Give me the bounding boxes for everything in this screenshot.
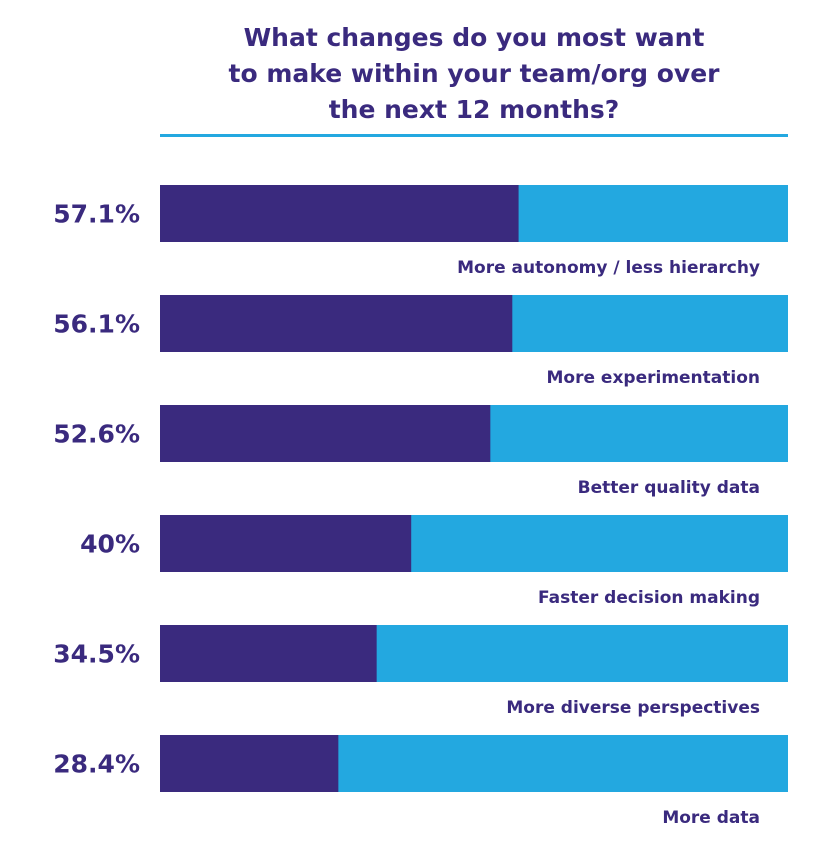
chart-title: What changes do you most want to make wi… <box>160 20 788 128</box>
bar-group: 56.1% More experimentation <box>53 295 788 388</box>
bar <box>160 295 513 352</box>
chart-title-line-3: the next 12 months? <box>328 95 620 124</box>
value-label: 28.4% <box>53 750 140 779</box>
value-label: 56.1% <box>53 310 140 339</box>
category-label: More diverse perspectives <box>506 698 760 718</box>
value-label: 40% <box>80 530 140 559</box>
bar <box>160 185 519 242</box>
bar-group: 52.6% Better quality data <box>53 405 788 498</box>
bar-group: 40% Faster decision making <box>80 515 788 608</box>
bar <box>160 625 377 682</box>
bar-group: 34.5% More diverse perspectives <box>53 625 788 718</box>
bar <box>160 405 491 462</box>
bar-group: 28.4% More data <box>53 735 788 828</box>
category-label: More experimentation <box>546 368 760 388</box>
chart-title-line-1: What changes do you most want <box>243 23 705 52</box>
category-label: More autonomy / less hierarchy <box>457 258 760 278</box>
bar <box>160 735 339 792</box>
category-label: More data <box>662 808 760 828</box>
bar <box>160 515 412 572</box>
chart-title-line-2: to make within your team/org over <box>228 59 720 88</box>
title-divider <box>160 134 788 137</box>
value-label: 34.5% <box>53 640 140 669</box>
category-label: Faster decision making <box>538 588 760 608</box>
value-label: 57.1% <box>53 200 140 229</box>
value-label: 52.6% <box>53 420 140 449</box>
bar-group: 57.1% More autonomy / less hierarchy <box>53 185 788 278</box>
category-label: Better quality data <box>578 478 760 498</box>
